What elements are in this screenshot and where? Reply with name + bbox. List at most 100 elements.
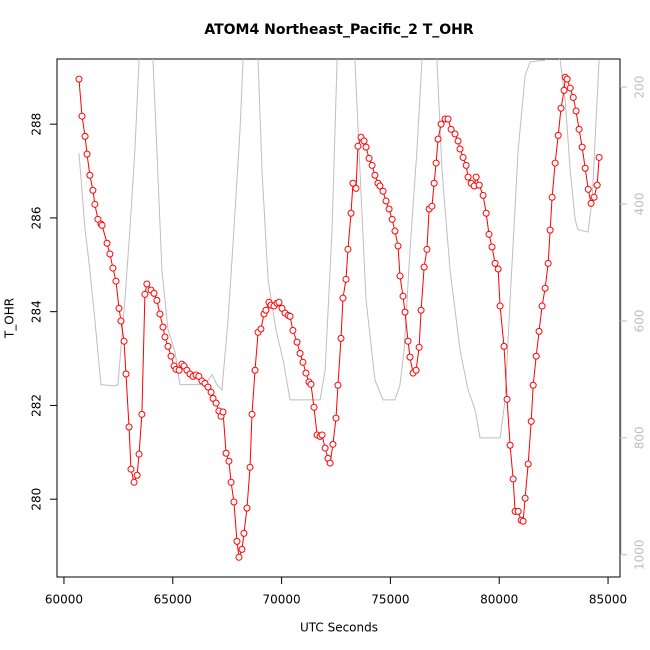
data-point	[112, 277, 120, 285]
data-point	[423, 245, 431, 253]
data-point	[83, 150, 91, 158]
x-tick-label: 75000	[371, 593, 409, 607]
data-point	[524, 460, 532, 468]
data-point	[109, 264, 117, 272]
data-point	[532, 352, 540, 360]
data-point	[225, 457, 233, 465]
data-point	[75, 75, 83, 83]
data-point	[103, 239, 111, 247]
data-point	[382, 197, 390, 205]
data-point	[117, 317, 125, 325]
data-point	[161, 333, 169, 341]
x-tick-label: 80000	[480, 593, 518, 607]
data-point	[235, 553, 243, 561]
data-point	[125, 423, 133, 431]
data-point	[546, 226, 554, 234]
data-point	[451, 130, 459, 138]
data-point	[399, 292, 407, 300]
data-point	[491, 259, 499, 267]
data-point	[246, 463, 254, 471]
data-point	[593, 181, 601, 189]
data-point	[347, 209, 355, 217]
data-point	[544, 259, 552, 267]
data-point	[349, 179, 357, 187]
data-point	[563, 75, 571, 83]
data-point	[557, 104, 565, 112]
data-point	[472, 173, 480, 181]
data-point	[133, 471, 141, 479]
data-point	[321, 444, 329, 452]
series-line	[78, 76, 600, 558]
x-tick-label: 60000	[45, 593, 83, 607]
data-point	[462, 161, 470, 169]
data-point	[475, 181, 483, 189]
data-point	[329, 440, 337, 448]
data-point	[584, 185, 592, 193]
data-point	[420, 263, 428, 271]
data-point	[496, 302, 504, 310]
data-point	[310, 403, 318, 411]
data-point	[527, 417, 535, 425]
data-point	[326, 459, 334, 467]
data-point	[456, 145, 464, 153]
data-point	[509, 475, 517, 483]
data-point	[368, 161, 376, 169]
data-point	[122, 370, 130, 378]
x-tick-label: 70000	[262, 593, 300, 607]
data-point	[296, 349, 304, 357]
data-point	[227, 478, 235, 486]
data-point	[519, 517, 527, 525]
data-point	[138, 410, 146, 418]
y-tick-label: 280	[30, 488, 44, 511]
data-point	[130, 478, 138, 486]
data-point	[299, 358, 307, 366]
data-point	[286, 312, 294, 320]
data-point	[293, 338, 301, 346]
data-point	[360, 137, 368, 145]
data-point	[156, 310, 164, 318]
data-point	[479, 191, 487, 199]
data-point	[337, 334, 345, 342]
data-point	[581, 164, 589, 172]
data-point	[566, 84, 574, 92]
data-point	[391, 227, 399, 235]
data-point	[238, 545, 246, 553]
y-tick-label: 282	[30, 394, 44, 417]
data-point	[437, 120, 445, 128]
y2-tick-label: 600	[633, 309, 647, 332]
data-point	[257, 325, 265, 333]
data-point	[560, 86, 568, 94]
data-point	[86, 171, 94, 179]
data-point	[251, 366, 259, 374]
data-point	[204, 383, 212, 391]
data-point	[482, 209, 490, 217]
data-point	[428, 202, 436, 210]
data-point	[388, 215, 396, 223]
data-point	[569, 93, 577, 101]
data-point	[488, 243, 496, 251]
data-point	[354, 142, 362, 150]
data-point	[506, 441, 514, 449]
data-point	[153, 296, 161, 304]
y2-tick-label: 800	[633, 426, 647, 449]
data-point	[551, 159, 559, 167]
data-point	[289, 326, 297, 334]
data-point	[541, 284, 549, 292]
data-point	[572, 107, 580, 115]
data-point	[318, 431, 326, 439]
series-line	[78, 59, 600, 439]
x-axis-label: UTC Seconds	[300, 621, 378, 635]
data-point	[332, 414, 340, 422]
data-point	[538, 302, 546, 310]
data-point	[447, 125, 455, 133]
data-point	[222, 449, 230, 457]
data-point	[307, 380, 315, 388]
data-point	[385, 205, 393, 213]
data-point	[164, 342, 172, 350]
data-point	[352, 184, 360, 192]
data-point	[503, 395, 511, 403]
data-point	[500, 342, 508, 350]
data-point	[434, 135, 442, 143]
x-tick-label: 85000	[589, 593, 627, 607]
